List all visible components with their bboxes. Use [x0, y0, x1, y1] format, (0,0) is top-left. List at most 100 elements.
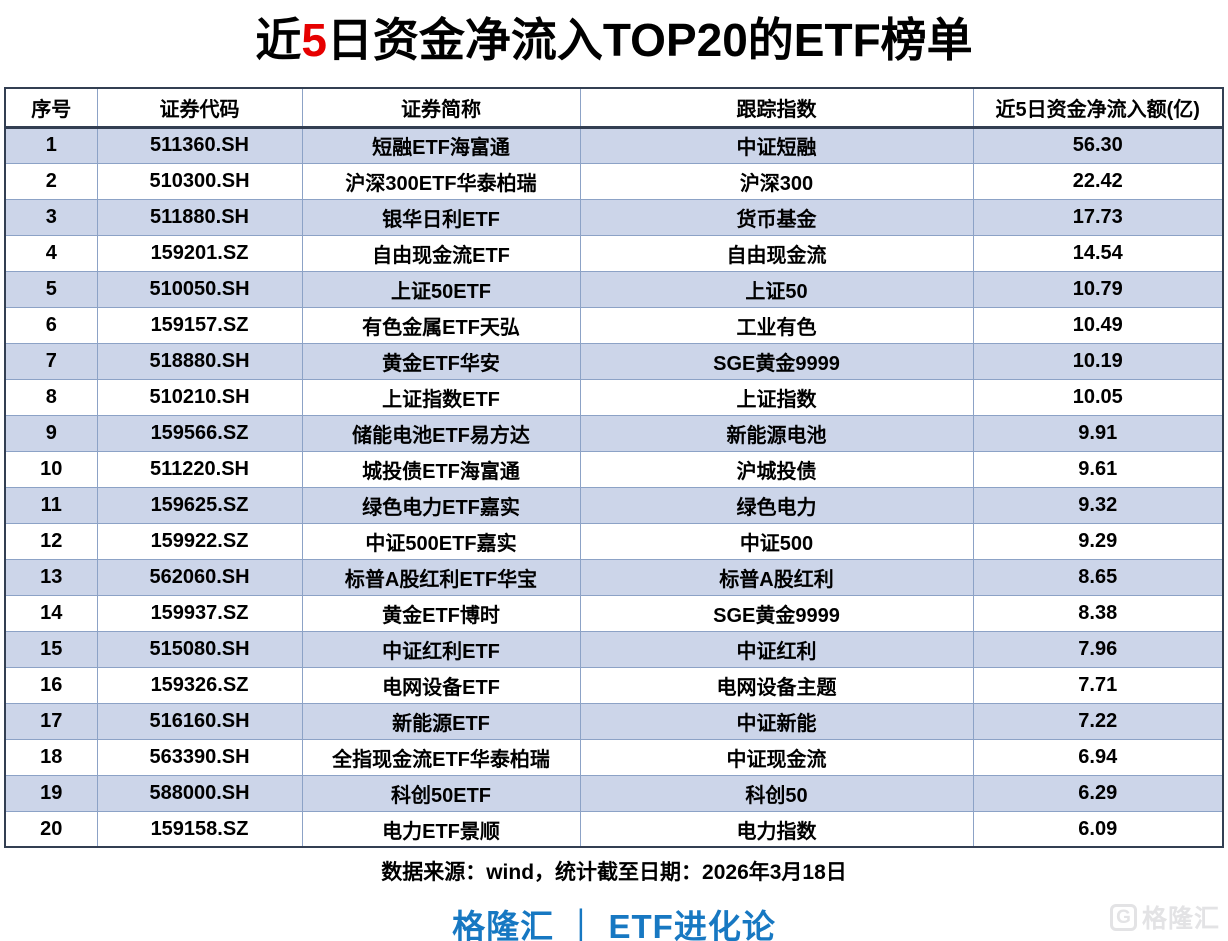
rank-cell: 6 [4, 306, 98, 344]
name-cell: 黄金ETF博时 [301, 594, 581, 632]
header-code: 证券代码 [96, 87, 303, 129]
index-cell: 中证红利 [579, 630, 974, 668]
rank-cell: 18 [4, 738, 98, 776]
header-index: 跟踪指数 [579, 87, 974, 129]
value-cell: 6.29 [972, 774, 1224, 812]
code-cell: 511220.SH [96, 450, 303, 488]
table-row: 2 510300.SH 沪深300ETF华泰柏瑞 沪深300 22.42 [4, 162, 1224, 200]
rank-cell: 2 [4, 162, 98, 200]
code-cell: 516160.SH [96, 702, 303, 740]
header-name: 证券简称 [301, 87, 581, 129]
rank-cell: 10 [4, 450, 98, 488]
name-cell: 全指现金流ETF华泰柏瑞 [301, 738, 581, 776]
index-cell: 工业有色 [579, 306, 974, 344]
header-rank: 序号 [4, 87, 98, 129]
page-title: 近5日资金净流入TOP20的ETF榜单 [0, 8, 1228, 72]
rank-cell: 16 [4, 666, 98, 704]
value-cell: 8.65 [972, 558, 1224, 596]
code-cell: 159625.SZ [96, 486, 303, 524]
etf-table-header: 序号 证券代码 证券简称 跟踪指数 近5日资金净流入额(亿) [4, 87, 1224, 129]
rank-cell: 4 [4, 234, 98, 272]
code-cell: 510300.SH [96, 162, 303, 200]
value-cell: 7.71 [972, 666, 1224, 704]
value-cell: 17.73 [972, 198, 1224, 236]
value-cell: 9.29 [972, 522, 1224, 560]
name-cell: 上证指数ETF [301, 378, 581, 416]
index-cell: 科创50 [579, 774, 974, 812]
rank-cell: 14 [4, 594, 98, 632]
gelonghui-watermark: G 格隆汇 [1109, 899, 1220, 935]
rank-cell: 13 [4, 558, 98, 596]
code-cell: 511880.SH [96, 198, 303, 236]
table-row: 8 510210.SH 上证指数ETF 上证指数 10.05 [4, 378, 1224, 416]
index-cell: 中证短融 [579, 126, 974, 164]
index-cell: 自由现金流 [579, 234, 974, 272]
name-cell: 短融ETF海富通 [301, 126, 581, 164]
value-cell: 9.61 [972, 450, 1224, 488]
name-cell: 上证50ETF [301, 270, 581, 308]
table-row: 13 562060.SH 标普A股红利ETF华宝 标普A股红利 8.65 [4, 558, 1224, 596]
code-cell: 510210.SH [96, 378, 303, 416]
code-cell: 562060.SH [96, 558, 303, 596]
index-cell: SGE黄金9999 [579, 594, 974, 632]
value-cell: 9.91 [972, 414, 1224, 452]
title-highlight-number: 5 [301, 14, 327, 66]
index-cell: SGE黄金9999 [579, 342, 974, 380]
table-row: 7 518880.SH 黄金ETF华安 SGE黄金9999 10.19 [4, 342, 1224, 380]
name-cell: 城投债ETF海富通 [301, 450, 581, 488]
name-cell: 储能电池ETF易方达 [301, 414, 581, 452]
value-cell: 9.32 [972, 486, 1224, 524]
header-row: 序号 证券代码 证券简称 跟踪指数 近5日资金净流入额(亿) [4, 87, 1224, 129]
code-cell: 159157.SZ [96, 306, 303, 344]
table-row: 16 159326.SZ 电网设备ETF 电网设备主题 7.71 [4, 666, 1224, 704]
rank-cell: 17 [4, 702, 98, 740]
name-cell: 标普A股红利ETF华宝 [301, 558, 581, 596]
code-cell: 518880.SH [96, 342, 303, 380]
name-cell: 沪深300ETF华泰柏瑞 [301, 162, 581, 200]
etf-table: 序号 证券代码 证券简称 跟踪指数 近5日资金净流入额(亿) 1 511360.… [4, 87, 1224, 849]
index-cell: 上证50 [579, 270, 974, 308]
header-netinflow: 近5日资金净流入额(亿) [972, 87, 1224, 129]
index-cell: 货币基金 [579, 198, 974, 236]
table-row: 15 515080.SH 中证红利ETF 中证红利 7.96 [4, 630, 1224, 668]
etf-table-body: 1 511360.SH 短融ETF海富通 中证短融 56.30 2 510300… [4, 126, 1224, 848]
index-cell: 新能源电池 [579, 414, 974, 452]
value-cell: 10.05 [972, 378, 1224, 416]
table-row: 5 510050.SH 上证50ETF 上证50 10.79 [4, 270, 1224, 308]
name-cell: 有色金属ETF天弘 [301, 306, 581, 344]
value-cell: 10.79 [972, 270, 1224, 308]
code-cell: 510050.SH [96, 270, 303, 308]
index-cell: 电力指数 [579, 810, 974, 848]
value-cell: 10.19 [972, 342, 1224, 380]
table-row: 6 159157.SZ 有色金属ETF天弘 工业有色 10.49 [4, 306, 1224, 344]
watermark-text: 格隆汇 [1141, 905, 1220, 933]
branding-line: 格隆汇 ｜ ETF进化论 [452, 908, 776, 941]
table-row: 9 159566.SZ 储能电池ETF易方达 新能源电池 9.91 [4, 414, 1224, 452]
rank-cell: 5 [4, 270, 98, 308]
table-row: 10 511220.SH 城投债ETF海富通 沪城投债 9.61 [4, 450, 1224, 488]
index-cell: 上证指数 [579, 378, 974, 416]
table-row: 3 511880.SH 银华日利ETF 货币基金 17.73 [4, 198, 1224, 236]
value-cell: 10.49 [972, 306, 1224, 344]
table-row: 19 588000.SH 科创50ETF 科创50 6.29 [4, 774, 1224, 812]
value-cell: 7.22 [972, 702, 1224, 740]
table-row: 17 516160.SH 新能源ETF 中证新能 7.22 [4, 702, 1224, 740]
code-cell: 159201.SZ [96, 234, 303, 272]
code-cell: 159326.SZ [96, 666, 303, 704]
rank-cell: 15 [4, 630, 98, 668]
code-cell: 159922.SZ [96, 522, 303, 560]
rank-cell: 11 [4, 486, 98, 524]
name-cell: 新能源ETF [301, 702, 581, 740]
code-cell: 588000.SH [96, 774, 303, 812]
table-row: 20 159158.SZ 电力ETF景顺 电力指数 6.09 [4, 810, 1224, 848]
name-cell: 科创50ETF [301, 774, 581, 812]
name-cell: 电网设备ETF [301, 666, 581, 704]
code-cell: 159158.SZ [96, 810, 303, 848]
name-cell: 中证红利ETF [301, 630, 581, 668]
code-cell: 159937.SZ [96, 594, 303, 632]
name-cell: 中证500ETF嘉实 [301, 522, 581, 560]
code-cell: 511360.SH [96, 126, 303, 164]
code-cell: 563390.SH [96, 738, 303, 776]
name-cell: 自由现金流ETF [301, 234, 581, 272]
